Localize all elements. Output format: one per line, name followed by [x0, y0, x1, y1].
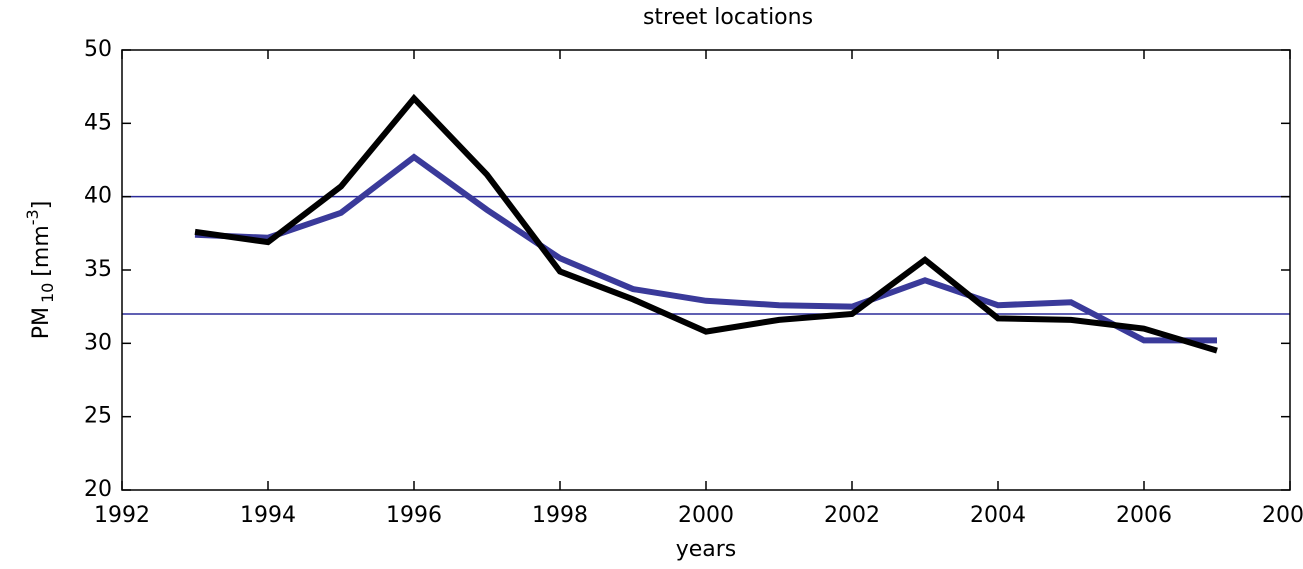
y-tick-label: 20: [84, 477, 112, 502]
y-label-base: PM: [29, 307, 54, 339]
x-tick-label: 2000: [678, 503, 734, 528]
y-axis-label: PM 10 [mm-3]: [23, 201, 57, 340]
x-tick-label: 1994: [240, 503, 296, 528]
x-tick-label: 1992: [94, 503, 150, 528]
y-label-close: ]: [29, 201, 54, 210]
data-line: [194, 153, 1217, 344]
y-tick-label: 50: [84, 37, 112, 62]
y-label-sup: -3: [23, 209, 42, 225]
y-tick-label: 30: [84, 330, 112, 355]
x-tick-label: 1996: [386, 503, 442, 528]
y-tick-label: 35: [84, 257, 112, 282]
data-line: [194, 93, 1218, 354]
x-tick-label: 1998: [532, 503, 588, 528]
x-tick-label: 2008: [1262, 503, 1303, 528]
y-tick-label: 25: [84, 404, 112, 429]
y-label-sub: 10: [38, 283, 57, 303]
y-tick-label: 40: [84, 184, 112, 209]
x-tick-label: 2004: [970, 503, 1026, 528]
y-tick-label: 45: [84, 110, 112, 135]
y-label-open: [mm: [29, 225, 54, 276]
x-tick-label: 2002: [824, 503, 880, 528]
x-axis-label: years: [676, 537, 737, 562]
x-tick-label: 2006: [1116, 503, 1172, 528]
plot-frame: [121, 49, 1291, 491]
chart-title: street locations: [643, 5, 813, 30]
